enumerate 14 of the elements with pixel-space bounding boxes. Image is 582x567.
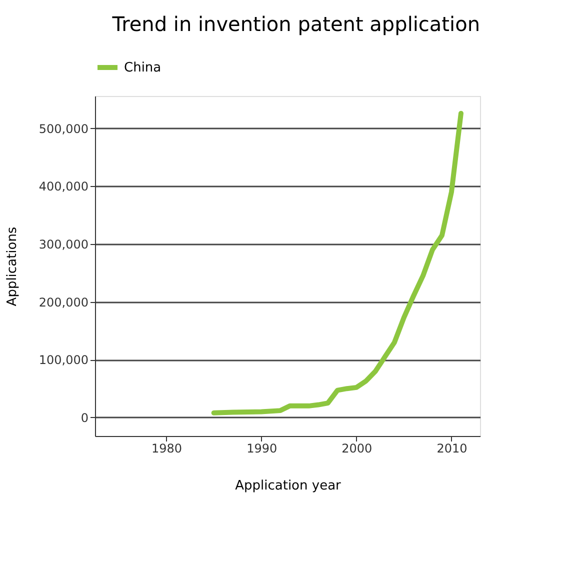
y-tick-label: 0 <box>80 410 88 425</box>
y-tick-label: 300,000 <box>38 238 88 252</box>
x-tick-label: 2010 <box>436 442 468 456</box>
y-tick-label: 400,000 <box>38 180 88 194</box>
legend-label: China <box>124 60 162 76</box>
y-tick-label: 100,000 <box>38 353 88 368</box>
y-tick-label: 200,000 <box>38 295 88 310</box>
x-tick-label: 1980 <box>152 442 182 456</box>
chart-title: Trend in invention patent application <box>111 12 480 36</box>
y-tick-label: 500,000 <box>38 122 88 136</box>
y-axis-title: Applications <box>4 226 20 306</box>
x-tick-label: 2000 <box>342 442 372 456</box>
x-axis-title: Application year <box>235 478 342 494</box>
x-tick-label: 1990 <box>246 442 278 456</box>
